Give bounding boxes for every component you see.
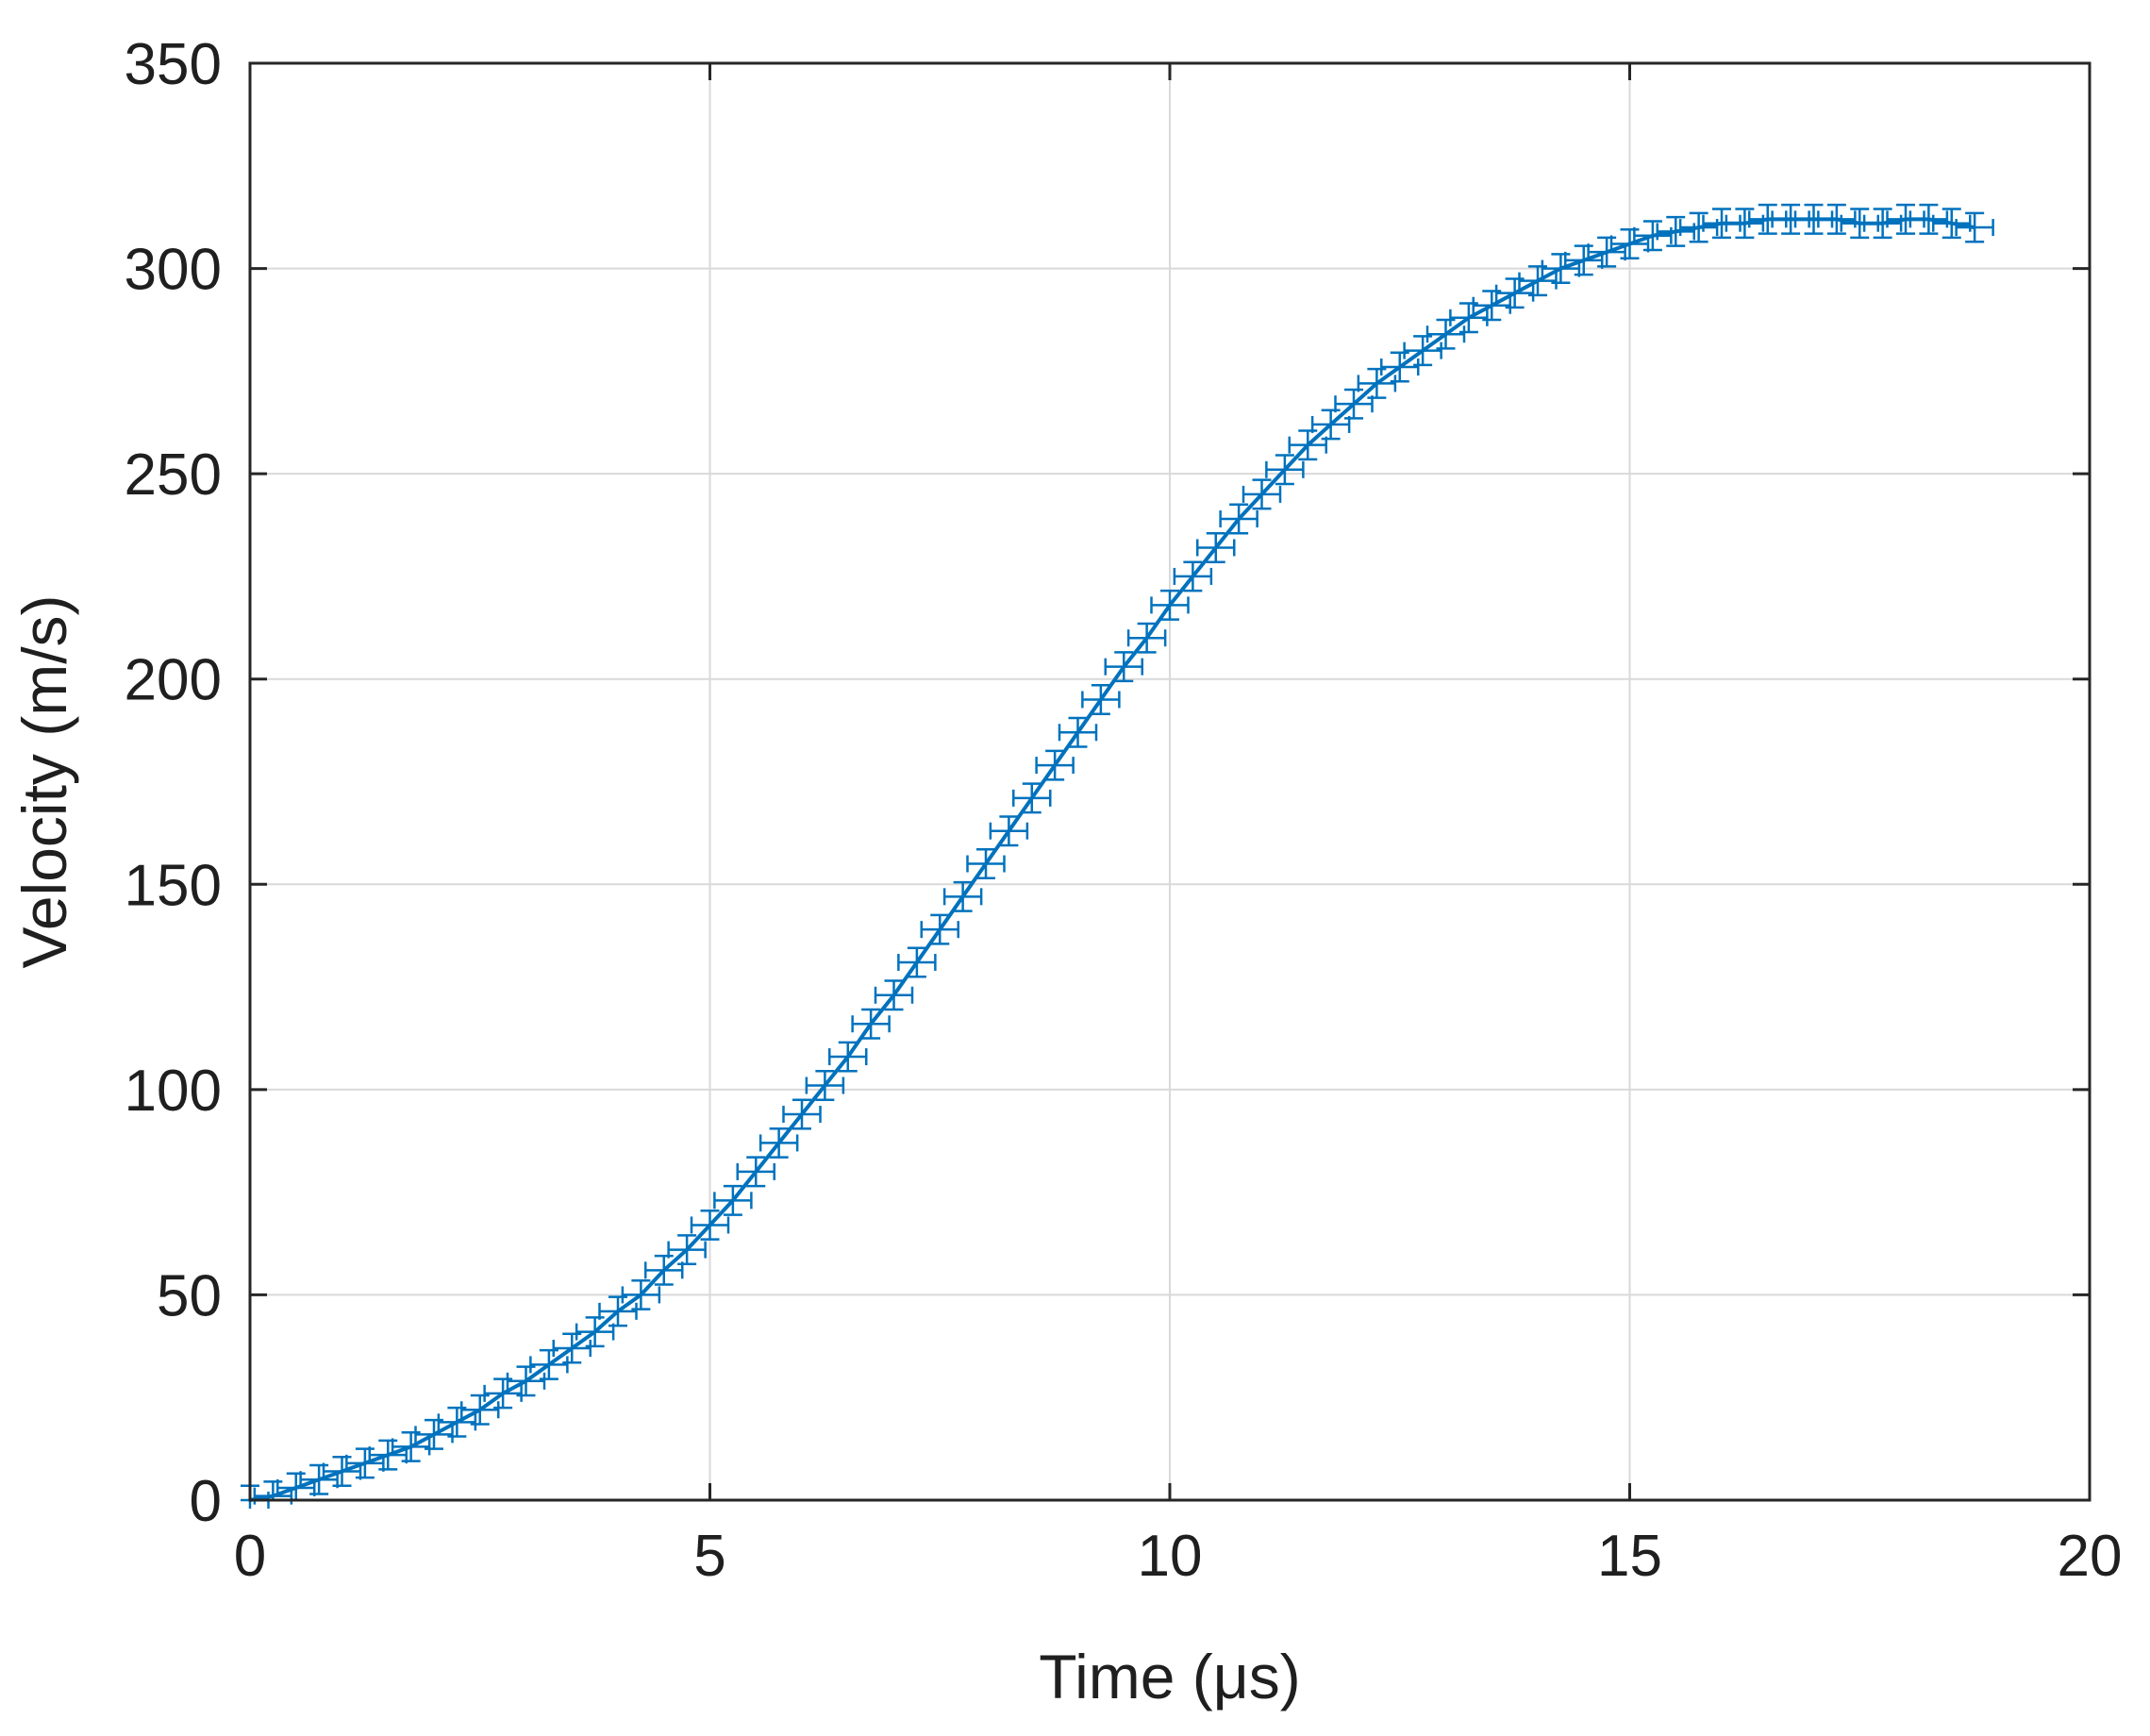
y-tick-label: 350 [125,32,222,97]
data-point [966,848,1006,880]
data-point [1817,203,1857,235]
data-point [1035,749,1075,781]
data-point [828,1041,868,1073]
data-point [920,913,959,945]
data-point [1678,211,1719,243]
x-axis-title: Time (μs) [1039,1642,1301,1711]
x-tick-label: 20 [2058,1524,2123,1589]
data-point [1196,531,1236,563]
data-point [1449,302,1489,334]
y-tick-label: 300 [125,238,222,303]
data-point [1908,203,1949,235]
data-point [1403,335,1442,367]
y-axis-title: Velocity (m/s) [9,594,79,968]
data-point [460,1394,500,1426]
data-point [1633,220,1673,252]
data-point [1242,478,1282,510]
data-point [736,1156,775,1188]
data-point [989,815,1029,847]
y-tick-label: 100 [125,1059,222,1124]
data-point [1104,651,1143,683]
grid-lines [249,62,2091,1501]
data-point [805,1070,845,1101]
data-point [322,1456,362,1488]
data-point [942,880,983,912]
data-point [1219,503,1258,535]
data-point [1541,253,1581,285]
series-line [249,217,1975,1502]
data-point [1126,622,1167,654]
x-tick-label: 10 [1138,1524,1203,1589]
data-point [758,1127,799,1159]
data-point [1862,208,1903,240]
y-tick-label: 250 [125,442,222,508]
data-point [1472,290,1511,322]
data-point [621,1278,661,1310]
data-point [598,1295,638,1327]
data-point [782,1098,822,1130]
series-velocity [241,203,1994,1509]
data-point [506,1365,546,1397]
data-point [851,1008,891,1040]
data-point [874,979,914,1011]
data-point [897,946,937,978]
y-tick-label: 50 [157,1263,222,1328]
data-point [1609,227,1650,259]
data-point [368,1439,408,1471]
y-tick-label: 0 [190,1469,222,1534]
data-point [1265,454,1305,486]
data-point [1058,716,1098,748]
x-tick-label: 0 [234,1524,266,1589]
data-point [391,1430,431,1462]
data-point [1380,351,1420,383]
data-point [1702,208,1742,240]
data-point [1932,208,1972,240]
data-point [1425,318,1466,350]
data-point [414,1418,454,1450]
data-point [1310,409,1351,441]
data-point [667,1234,707,1266]
data-point [299,1463,339,1495]
data-point [1150,589,1190,621]
data-point [1357,367,1397,399]
data-point [552,1332,592,1364]
data-point [1725,208,1765,240]
data-point [1564,244,1604,276]
x-tick-label: 5 [693,1524,725,1589]
data-point [1587,236,1626,268]
data-point [1955,211,1994,243]
data-point [1334,388,1374,420]
x-tick-label: 15 [1597,1524,1662,1589]
data-point [345,1447,385,1479]
data-point [1656,215,1695,247]
data-point [437,1406,477,1438]
data-point [690,1209,730,1241]
data-point [1173,560,1213,593]
y-tick-label: 150 [125,853,222,918]
data-point [483,1377,523,1410]
data-point [1012,782,1052,814]
data-point [529,1348,569,1380]
y-tick-label: 200 [125,648,222,713]
data-point [1081,683,1121,715]
data-point [713,1184,753,1216]
data-point [1518,265,1558,297]
data-point [575,1316,615,1348]
data-point [1494,277,1535,309]
